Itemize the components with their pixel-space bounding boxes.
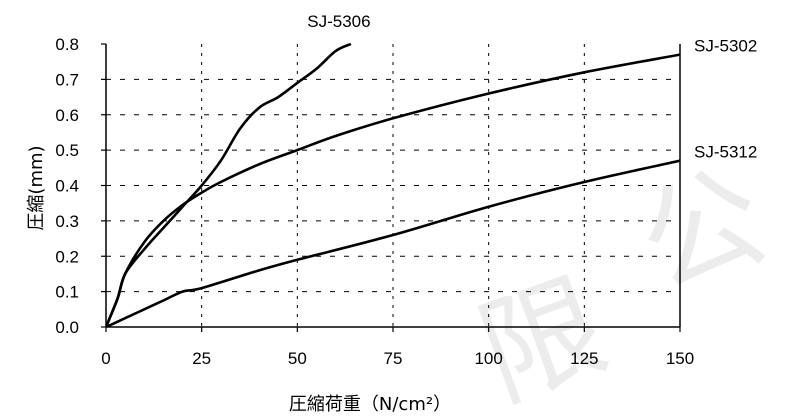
series-line-sj-5306: [106, 43, 352, 327]
series-label: SJ-5312: [694, 143, 757, 162]
y-tick-label: 0.4: [55, 177, 79, 196]
series-label: SJ-5306: [307, 12, 370, 31]
vertical-gridlines: [201, 44, 585, 327]
x-tick-label: 0: [101, 349, 110, 368]
y-tick-label: 0.7: [55, 70, 79, 89]
x-tick-label: 50: [288, 349, 307, 368]
x-axis-label: 圧縮荷重（N/cm²）: [289, 394, 451, 415]
y-tick-label: 0.8: [55, 35, 79, 54]
series-line-sj-5312: [106, 159, 680, 327]
x-tick-label: 25: [192, 349, 211, 368]
y-tick-label: 0.0: [55, 318, 79, 337]
watermark-glyph: 限: [462, 256, 622, 417]
y-axis-label: 圧縮(mm): [26, 145, 47, 230]
y-tick-label: 0.5: [55, 141, 79, 160]
x-tick-label: 75: [384, 349, 403, 368]
x-tick-label: 125: [570, 349, 598, 368]
x-tick-labels: 0 25 50 75 100 125 150: [101, 349, 694, 368]
watermark-glyph: 公: [622, 146, 782, 318]
y-tick-label: 0.2: [55, 247, 79, 266]
x-tick-label: 150: [666, 349, 694, 368]
series-lines: [106, 43, 680, 327]
y-tick-label: 0.1: [55, 283, 79, 302]
series-labels: SJ-5306 SJ-5302 SJ-5312: [307, 12, 757, 162]
y-tick-labels: 0.0 0.1 0.2 0.3 0.4 0.5 0.6 0.7 0.8: [55, 35, 79, 337]
y-tick-label: 0.3: [55, 212, 79, 231]
series-line-sj-5302: [106, 53, 680, 327]
watermark: 限公: [462, 146, 782, 417]
x-tick-label: 100: [474, 349, 502, 368]
y-tick-label: 0.6: [55, 106, 79, 125]
horizontal-gridlines: [106, 78, 680, 293]
axes: [101, 43, 681, 332]
series-label: SJ-5302: [694, 37, 757, 56]
